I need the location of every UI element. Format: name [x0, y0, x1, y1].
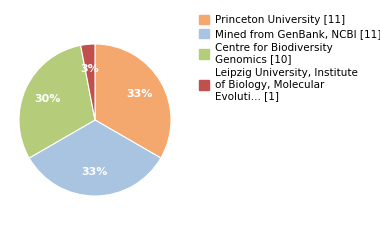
- Wedge shape: [81, 44, 95, 120]
- Text: 33%: 33%: [127, 89, 153, 99]
- Text: 33%: 33%: [82, 167, 108, 177]
- Text: 3%: 3%: [81, 64, 100, 73]
- Wedge shape: [19, 45, 95, 158]
- Text: 30%: 30%: [35, 94, 61, 103]
- Wedge shape: [95, 44, 171, 158]
- Wedge shape: [29, 120, 161, 196]
- Legend: Princeton University [11], Mined from GenBank, NCBI [11], Centre for Biodiversit: Princeton University [11], Mined from Ge…: [199, 15, 380, 101]
